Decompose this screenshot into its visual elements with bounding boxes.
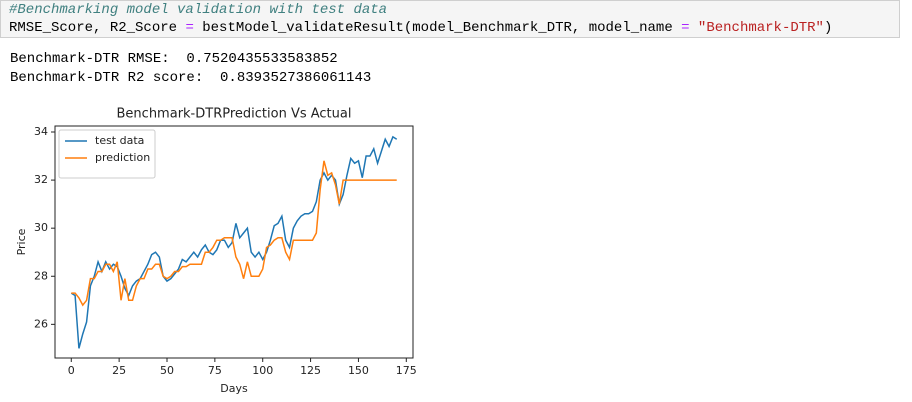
- output-line: Benchmark-DTR RMSE: 0.7520435533583852: [10, 51, 338, 67]
- y-tick-label: 34: [34, 125, 48, 138]
- x-tick-label: 50: [160, 364, 174, 377]
- plot-frame: [54, 125, 414, 359]
- y-tick-label: 30: [34, 221, 48, 234]
- x-tick-label: 125: [300, 364, 321, 377]
- code-token: ): [823, 20, 833, 36]
- y-axis-label: Price: [15, 228, 28, 255]
- x-tick-label: 25: [112, 364, 126, 377]
- code-token: RMSE_Score, R2_Score: [9, 20, 186, 36]
- code-cell[interactable]: #Benchmarking model validation with test…: [0, 0, 900, 38]
- data-line: [71, 160, 397, 307]
- code-token: "Benchmark-DTR": [689, 20, 824, 36]
- legend-label: prediction: [95, 151, 150, 164]
- chart-title: Benchmark-DTRPrediction Vs Actual: [117, 107, 352, 122]
- code-token: bestModel_validateResult(model_Benchmark…: [193, 20, 682, 36]
- x-tick-label: 75: [208, 364, 222, 377]
- x-tick-label: 0: [68, 364, 75, 377]
- code-comment: #Benchmarking model validation with test…: [9, 2, 388, 18]
- code-line: RMSE_Score, R2_Score = bestModel_validat…: [9, 20, 832, 36]
- y-tick-label: 32: [34, 173, 48, 186]
- code-token: =: [185, 20, 194, 36]
- legend-box: [58, 129, 156, 179]
- legend-label: test data: [95, 134, 144, 147]
- y-tick-label: 28: [34, 269, 48, 282]
- x-tick-label: 100: [252, 364, 273, 377]
- code-token: =: [681, 20, 690, 36]
- x-tick-label: 175: [396, 364, 417, 377]
- data-line: [70, 135, 398, 349]
- y-tick-label: 26: [34, 317, 48, 330]
- x-axis-label: Days: [220, 382, 248, 395]
- output-line: Benchmark-DTR R2 score: 0.83935273860611…: [10, 70, 372, 86]
- x-tick-label: 150: [348, 364, 369, 377]
